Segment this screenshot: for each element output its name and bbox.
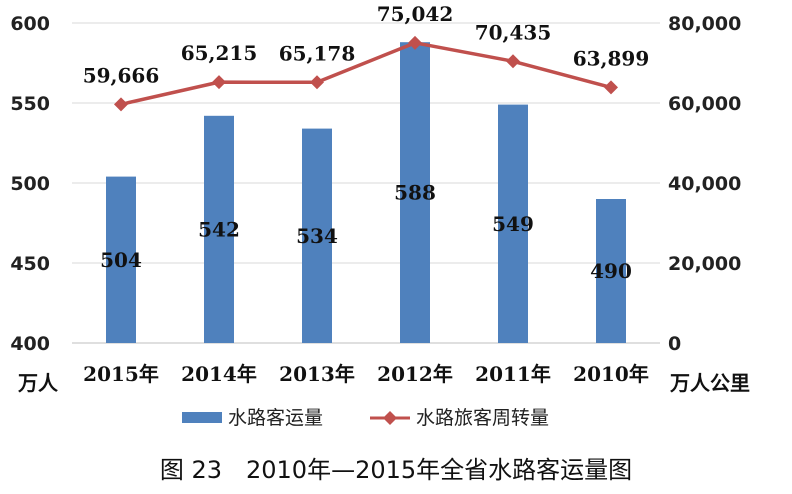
bar-series [106,42,626,343]
right-axis-unit: 万人公里 [669,371,750,395]
left-tick-label: 600 [10,13,50,35]
right-axis-ticks: 0 20,000 40,000 60,000 80,000 [668,13,741,355]
legend-line-marker [383,411,397,425]
line-data-label: 70,435 [475,20,552,44]
gridlines [72,22,660,344]
line-data-label: 65,178 [279,41,356,65]
line-marker [604,80,618,95]
bar [498,104,528,343]
bar [400,42,430,343]
bar-data-label: 534 [296,224,338,248]
bar-data-label: 549 [492,212,534,236]
left-tick-label: 450 [10,253,50,275]
bar-data-label: 504 [100,248,142,272]
category-label: 2013年 [279,362,355,386]
category-label: 2015年 [83,362,159,386]
right-tick-label: 40,000 [668,173,741,195]
line-marker [212,75,226,90]
line-data-label: 75,042 [377,2,454,26]
category-labels: 2015年 2014年 2013年 2012年 2011年 2010年 [83,362,649,386]
line-data-label: 63,899 [573,46,650,70]
bar-data-label: 490 [590,259,632,283]
bar-data-label: 588 [394,181,436,205]
figure-caption: 图 23 2010年—2015年全省水路客运量图 [160,456,632,484]
line-marker [408,35,422,50]
line-data-label: 59,666 [83,63,160,87]
line-marker [506,54,520,69]
category-label: 2012年 [377,362,453,386]
legend-bar-label: 水路客运量 [228,407,323,429]
line-series [114,35,618,112]
left-tick-label: 500 [10,173,50,195]
left-axis-ticks: 400 450 500 550 600 [10,13,50,355]
category-label: 2014年 [181,362,257,386]
line-data-labels: 59,666 65,215 65,178 75,042 70,435 63,899 [83,2,650,88]
line-data-label: 65,215 [181,41,258,65]
left-tick-label: 400 [10,333,50,355]
legend-bar-swatch [182,412,222,423]
bar [302,128,332,343]
right-tick-label: 60,000 [668,93,741,115]
left-tick-label: 550 [10,93,50,115]
right-tick-label: 0 [668,333,681,355]
line-marker [114,97,128,112]
left-axis-unit: 万人 [17,371,59,395]
legend: 水路客运量 水路旅客周转量 [182,407,549,429]
series-line [120,41,612,107]
legend-line-label: 水路旅客周转量 [416,407,549,429]
bar [106,176,136,343]
category-label: 2011年 [475,362,551,386]
bar [204,115,234,343]
bar-data-labels: 504 542 534 588 549 490 [100,181,632,283]
bar [596,199,626,343]
right-tick-label: 20,000 [668,253,741,275]
line-marker [310,75,324,90]
bar-data-label: 542 [198,217,240,241]
right-tick-label: 80,000 [668,13,741,35]
category-label: 2010年 [573,362,649,386]
